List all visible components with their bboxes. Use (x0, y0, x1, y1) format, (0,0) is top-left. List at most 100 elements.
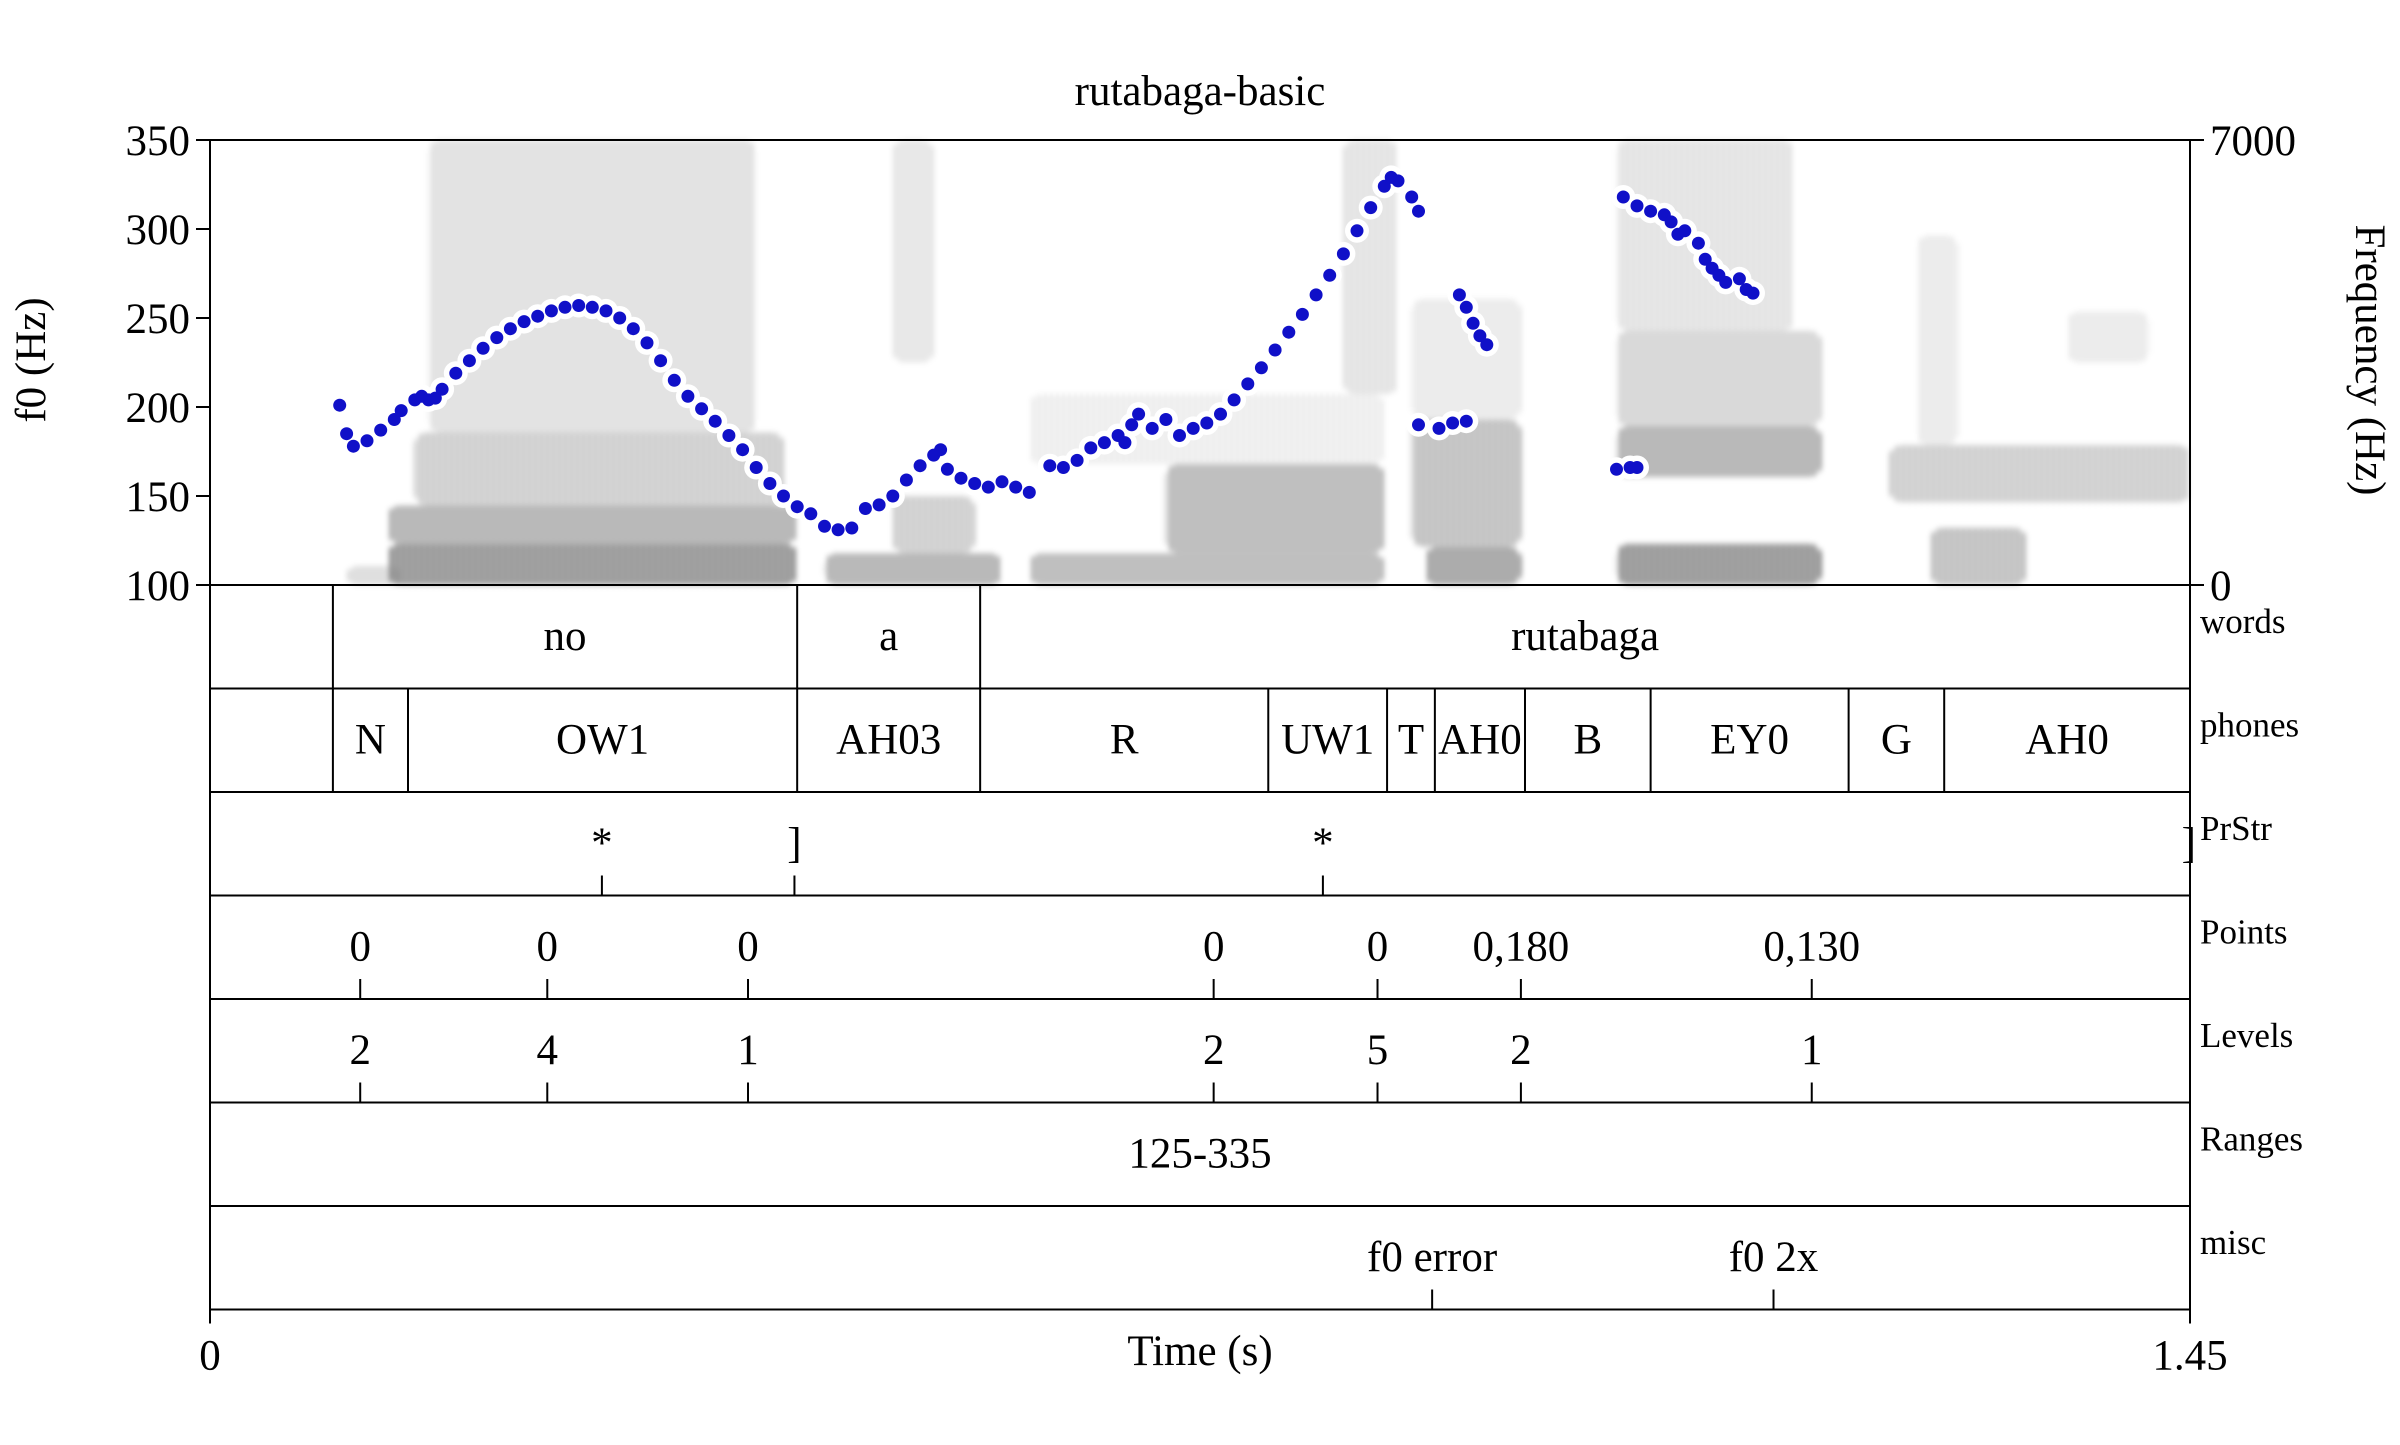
tier-label-misc: misc (2200, 1223, 2266, 1262)
f0-track (327, 165, 1765, 542)
f0-point (1097, 436, 1111, 450)
f0-point (940, 462, 954, 476)
y-axis-label-left: f0 (Hz) (8, 297, 55, 422)
f0-point (695, 402, 709, 416)
f0-point (1186, 421, 1200, 435)
f0-point (1084, 441, 1098, 455)
f0-point (1043, 459, 1057, 473)
y-tick-label-left: 200 (126, 385, 191, 432)
spectrogram-band (414, 432, 784, 506)
plot-frame (209, 139, 2191, 1311)
f0-point (1432, 421, 1446, 435)
point-label: 5 (1367, 1027, 1389, 1074)
f0-point (1009, 480, 1023, 494)
f0-point (1282, 325, 1296, 339)
f0-point (1412, 204, 1425, 218)
spectrogram-band (1411, 419, 1521, 547)
f0-point (490, 331, 504, 345)
f0-point (340, 427, 354, 441)
f0-point (831, 523, 845, 537)
f0-point (1377, 179, 1391, 193)
f0-point (1630, 199, 1644, 213)
point-label: ] (787, 820, 801, 867)
f0-point (462, 354, 476, 368)
f0-point (544, 304, 558, 318)
f0-point (640, 336, 654, 350)
f0-point (1173, 429, 1186, 442)
f0-point (1405, 190, 1419, 204)
f0-point (1746, 286, 1760, 300)
f0-point (722, 429, 736, 442)
interval-label: no (544, 613, 587, 660)
y-axis-label-right: Frequency (Hz) (2346, 224, 2393, 495)
f0-point (886, 489, 900, 503)
spectrogram-band (824, 553, 1002, 585)
interval-label: OW1 (556, 717, 649, 764)
y-tick-label-left: 150 (126, 474, 191, 521)
f0-point (818, 519, 831, 533)
f0-point (360, 434, 374, 448)
f0-point (1459, 414, 1473, 428)
spectrogram-band (892, 140, 934, 363)
point-label: 0 (737, 924, 759, 971)
f0-point (777, 489, 790, 503)
interval-label: AH0 (1438, 717, 1522, 764)
f0-point (1022, 485, 1036, 499)
point-label: ] (2182, 820, 2196, 867)
f0-point (968, 477, 982, 490)
point-label: 1 (1801, 1027, 1823, 1074)
f0-point (531, 309, 545, 323)
f0-point (899, 473, 913, 487)
point-label: 0 (1367, 924, 1389, 971)
spectrogram-band (892, 496, 975, 554)
f0-point (1118, 436, 1132, 450)
point-label: f0 2x (1729, 1234, 1819, 1281)
spectrogram-band (2067, 311, 2149, 363)
f0-point (1056, 461, 1070, 474)
tier-label-PrStr: PrStr (2200, 809, 2272, 848)
interval-label: a (879, 613, 898, 660)
x-tick-label: 1.45 (2152, 1333, 2227, 1380)
spectrogram-band (1616, 426, 1822, 477)
interval-label: R (1110, 717, 1139, 764)
f0-point (667, 373, 681, 387)
tier-label-words: words (2200, 602, 2286, 641)
point-label: 2 (349, 1027, 371, 1074)
interval-label: G (1881, 717, 1912, 764)
point-label: 2 (1510, 1027, 1532, 1074)
f0-point (476, 341, 490, 355)
y-tick-label-right: 0 (2210, 563, 2232, 610)
f0-point (1466, 316, 1480, 330)
f0-point (1480, 338, 1494, 352)
f0-point (558, 300, 572, 314)
interval-label: UW1 (1281, 717, 1374, 764)
point-label: 1 (737, 1027, 759, 1074)
interval-label: rutabaga (1511, 613, 1659, 660)
f0-point (995, 475, 1009, 489)
interval-label: N (355, 717, 386, 764)
f0-point (736, 443, 750, 457)
f0-point (428, 391, 442, 405)
f0-point (374, 423, 388, 437)
f0-point (346, 439, 360, 453)
f0-point (394, 404, 408, 418)
f0-point (954, 471, 968, 485)
f0-point (1616, 190, 1630, 204)
f0-point (1446, 416, 1460, 430)
f0-point (1309, 288, 1323, 302)
point-label: f0 error (1367, 1234, 1497, 1281)
f0-point (654, 354, 668, 368)
f0-point (1719, 275, 1733, 289)
f0-point (1412, 418, 1425, 432)
f0-point (449, 366, 463, 380)
f0-point (572, 299, 586, 312)
y-tick-label-right: 7000 (2210, 118, 2296, 165)
f0-point (1732, 272, 1746, 286)
interval-label: AH0 (2025, 717, 2109, 764)
chart-title: rutabaga-basic (1075, 68, 1326, 115)
spectrogram-band (1425, 546, 1521, 585)
spectrogram-band (1930, 527, 2027, 585)
f0-point (1678, 224, 1692, 238)
interval-label: B (1573, 717, 1602, 764)
